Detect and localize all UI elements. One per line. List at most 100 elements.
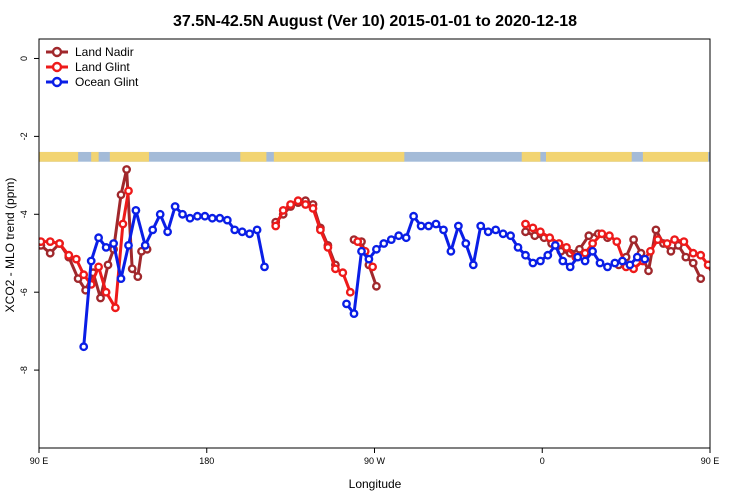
data-point — [727, 264, 733, 270]
data-point — [178, 209, 187, 219]
data-point — [79, 342, 89, 352]
data-point — [545, 233, 555, 243]
data-point — [101, 287, 111, 297]
land-block — [240, 151, 267, 162]
data-point — [720, 270, 726, 276]
data-point — [742, 244, 748, 250]
data-point — [735, 235, 741, 241]
data-point — [468, 260, 478, 270]
data-point — [308, 203, 318, 213]
data-point — [666, 246, 676, 256]
data-point — [416, 221, 426, 231]
data-point — [536, 256, 545, 266]
data-point — [124, 186, 133, 196]
data-point — [727, 295, 733, 301]
data-point — [720, 272, 726, 278]
data-point — [394, 231, 404, 241]
legend-swatch-marker — [51, 46, 63, 58]
data-point — [118, 219, 128, 229]
land-block — [642, 151, 709, 162]
land-block — [273, 151, 405, 162]
data-point — [260, 262, 269, 272]
data-point — [558, 256, 568, 266]
data-point — [293, 196, 303, 206]
data-point — [712, 344, 718, 350]
data-point — [73, 274, 83, 283]
series-land-nadir — [39, 165, 748, 303]
y-tick-label: -2 — [19, 132, 29, 140]
data-point — [278, 205, 288, 215]
data-point — [109, 239, 119, 248]
data-point — [720, 258, 726, 264]
plot-border — [38, 38, 711, 449]
data-point — [646, 246, 655, 256]
data-point — [580, 248, 590, 258]
land-block — [521, 151, 541, 162]
data-point — [688, 258, 698, 268]
data-point — [192, 211, 202, 221]
data-point — [101, 242, 111, 252]
data-point — [353, 237, 363, 247]
data-point — [562, 242, 571, 252]
data-point — [712, 277, 718, 283]
data-point — [521, 219, 530, 229]
data-point — [116, 274, 126, 283]
data-point — [45, 237, 55, 247]
data-point — [315, 225, 325, 235]
data-point — [345, 287, 355, 297]
x-tick-label: 90 E — [701, 456, 720, 466]
data-point — [207, 213, 217, 223]
data-point — [573, 252, 583, 262]
y-tick-label: 0 — [19, 56, 29, 61]
series-layer — [39, 165, 748, 352]
data-point — [610, 258, 620, 268]
data-point — [230, 225, 240, 235]
data-point — [543, 250, 553, 260]
data-point — [371, 244, 381, 254]
data-point — [476, 221, 486, 231]
data-point — [245, 229, 255, 239]
data-point — [122, 165, 132, 174]
data-point — [597, 229, 607, 239]
data-point — [506, 231, 515, 241]
data-point — [565, 262, 575, 272]
y-tick-label: -6 — [19, 288, 29, 296]
data-point — [148, 225, 158, 235]
data-point — [498, 229, 508, 239]
data-point — [215, 213, 225, 223]
data-point — [521, 227, 530, 237]
data-point — [575, 244, 584, 254]
data-point — [64, 250, 74, 260]
data-point — [116, 190, 126, 200]
data-point — [742, 246, 748, 252]
x-axis-label: Longitude — [349, 477, 402, 491]
data-point — [131, 205, 141, 215]
data-point — [681, 252, 691, 262]
data-point — [330, 264, 340, 274]
data-point — [461, 239, 471, 248]
data-point — [301, 200, 310, 209]
data-point — [651, 225, 661, 235]
data-point — [431, 219, 441, 229]
data-point — [662, 239, 672, 248]
data-point — [696, 274, 706, 283]
data-point — [349, 309, 359, 318]
land-block — [91, 151, 99, 162]
data-point — [79, 270, 89, 280]
data-point — [530, 231, 540, 241]
data-point — [124, 240, 133, 250]
data-point — [271, 221, 281, 231]
data-point — [140, 240, 150, 250]
data-point — [618, 256, 627, 266]
land-block — [109, 151, 149, 162]
data-point — [94, 262, 104, 272]
data-point — [111, 303, 120, 313]
data-point — [55, 239, 64, 248]
data-point — [735, 305, 741, 311]
series-line — [524, 230, 609, 255]
data-point — [595, 258, 605, 268]
data-point — [163, 227, 173, 237]
data-point — [703, 260, 710, 270]
series-land-glint — [39, 186, 741, 313]
